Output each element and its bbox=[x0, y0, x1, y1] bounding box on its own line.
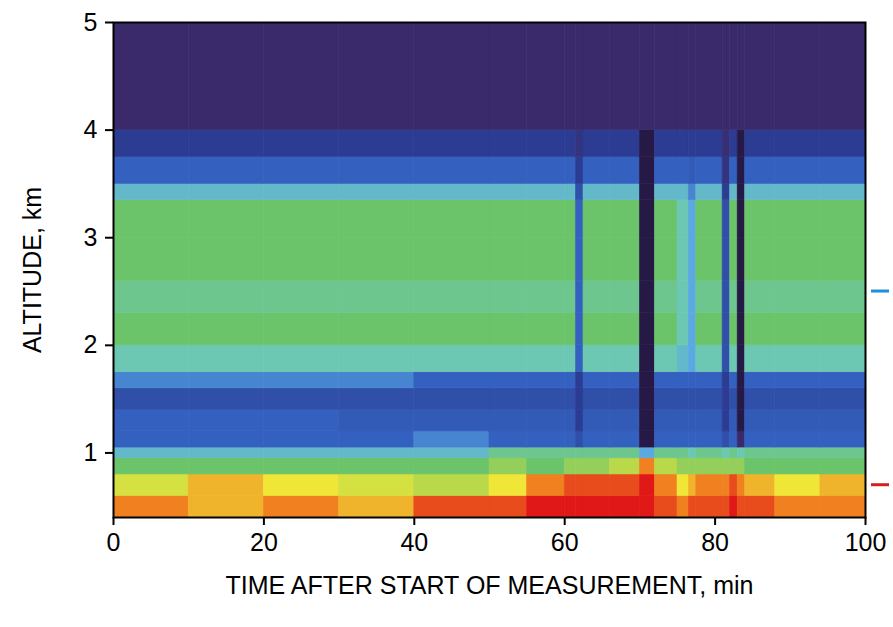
svg-text:60: 60 bbox=[551, 528, 579, 556]
svg-text:0: 0 bbox=[107, 528, 121, 556]
svg-text:2: 2 bbox=[84, 330, 98, 358]
svg-text:20: 20 bbox=[250, 528, 278, 556]
svg-text:TIME AFTER START OF MEASUREMEN: TIME AFTER START OF MEASUREMENT, min bbox=[226, 571, 754, 599]
svg-text:80: 80 bbox=[701, 528, 729, 556]
svg-text:3: 3 bbox=[84, 223, 98, 251]
svg-text:100: 100 bbox=[845, 528, 887, 556]
svg-text:5: 5 bbox=[84, 8, 98, 36]
svg-text:1: 1 bbox=[84, 438, 98, 466]
svg-text:40: 40 bbox=[400, 528, 428, 556]
svg-text:4: 4 bbox=[84, 115, 98, 143]
svg-text:ALTITUDE, km: ALTITUDE, km bbox=[18, 187, 46, 353]
